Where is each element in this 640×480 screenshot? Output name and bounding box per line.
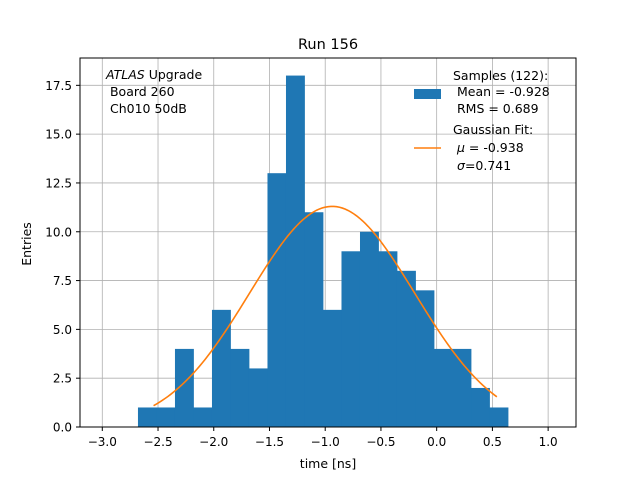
legend-fit-mu-value: = -0.938 bbox=[465, 140, 524, 155]
histogram-bar bbox=[156, 407, 176, 427]
legend-samples-mean: Mean = -0.928 bbox=[453, 84, 550, 99]
histogram-bar bbox=[230, 348, 250, 427]
x-axis-label: time [ns] bbox=[300, 456, 356, 471]
y-tick-label: 10.0 bbox=[45, 225, 72, 239]
histogram-bar bbox=[267, 173, 287, 427]
annotation-experiment-suffix: Upgrade bbox=[145, 67, 203, 82]
histogram-bar bbox=[174, 348, 194, 427]
legend-fit-sigma-value: =0.741 bbox=[465, 158, 511, 173]
y-tick-label: 12.5 bbox=[45, 176, 72, 190]
histogram-bar bbox=[415, 290, 435, 427]
x-tick-label: −3.0 bbox=[88, 435, 117, 449]
x-tick-label: 1.0 bbox=[539, 435, 558, 449]
legend-fit-title: Gaussian Fit: bbox=[453, 122, 533, 137]
x-tick-label: −2.5 bbox=[143, 435, 172, 449]
histogram-bar bbox=[359, 231, 379, 427]
axes-frame bbox=[79, 57, 577, 428]
annotation-board: Board 260 bbox=[106, 84, 175, 99]
legend-fit-mu-line: μ = -0.938 bbox=[456, 140, 524, 155]
x-tick-label: −0.5 bbox=[366, 435, 395, 449]
y-tick-label: 0.0 bbox=[53, 421, 72, 435]
y-axis-label: Entries bbox=[19, 222, 34, 266]
legend: Samples (122): Mean = -0.928 RMS = 0.689… bbox=[414, 68, 550, 173]
chart-title: Run 156 bbox=[298, 37, 358, 53]
x-axis-ticks: −3.0 −2.5 −2.0 −1.5 −1.0 −0.5 0.0 0.5 1.0 bbox=[88, 427, 558, 449]
histogram-bar bbox=[433, 348, 453, 427]
x-tick-label: 0.0 bbox=[427, 435, 446, 449]
histogram-bar bbox=[471, 387, 490, 427]
histogram-bar bbox=[248, 368, 268, 427]
histogram-bar bbox=[304, 212, 324, 427]
y-tick-label: 7.5 bbox=[53, 274, 72, 288]
y-axis-ticks: 0.0 2.5 5.0 7.5 10.0 12.5 15.0 17.5 bbox=[45, 79, 80, 435]
histogram-bar bbox=[396, 270, 416, 427]
annotation-box: ATLAS Upgrade Board 260 Ch010 50dB bbox=[105, 67, 202, 116]
legend-samples-swatch bbox=[414, 89, 441, 99]
legend-samples-title: Samples (122): bbox=[453, 68, 548, 83]
y-tick-label: 5.0 bbox=[53, 323, 72, 337]
legend-fit-sigma-symbol: σ bbox=[457, 158, 466, 173]
histogram-bar bbox=[193, 407, 213, 427]
gaussian-fit-line bbox=[153, 205, 498, 407]
legend-samples-rms: RMS = 0.689 bbox=[453, 101, 539, 116]
y-tick-label: 17.5 bbox=[45, 79, 72, 93]
annotation-experiment: ATLAS bbox=[105, 67, 145, 82]
histogram-bar bbox=[452, 348, 472, 427]
x-tick-label: −1.0 bbox=[311, 435, 340, 449]
histogram-bar bbox=[285, 75, 305, 428]
y-tick-label: 2.5 bbox=[53, 372, 72, 386]
histogram-bar bbox=[211, 309, 231, 427]
legend-fit-mu-symbol: μ bbox=[456, 140, 465, 155]
x-tick-label: −2.0 bbox=[199, 435, 228, 449]
annotation-experiment-line: ATLAS Upgrade bbox=[105, 67, 202, 82]
y-tick-label: 15.0 bbox=[45, 128, 72, 142]
histogram-bars bbox=[137, 75, 509, 428]
histogram-bar bbox=[378, 251, 398, 427]
histogram-bar bbox=[341, 251, 361, 427]
histogram-bar bbox=[322, 309, 342, 427]
histogram-bar bbox=[489, 407, 509, 427]
x-tick-label: 0.5 bbox=[483, 435, 502, 449]
legend-fit-sigma-line: σ=0.741 bbox=[457, 158, 511, 173]
histogram-bar bbox=[137, 407, 157, 427]
annotation-channel: Ch010 50dB bbox=[106, 101, 187, 116]
x-tick-label: −1.5 bbox=[255, 435, 284, 449]
